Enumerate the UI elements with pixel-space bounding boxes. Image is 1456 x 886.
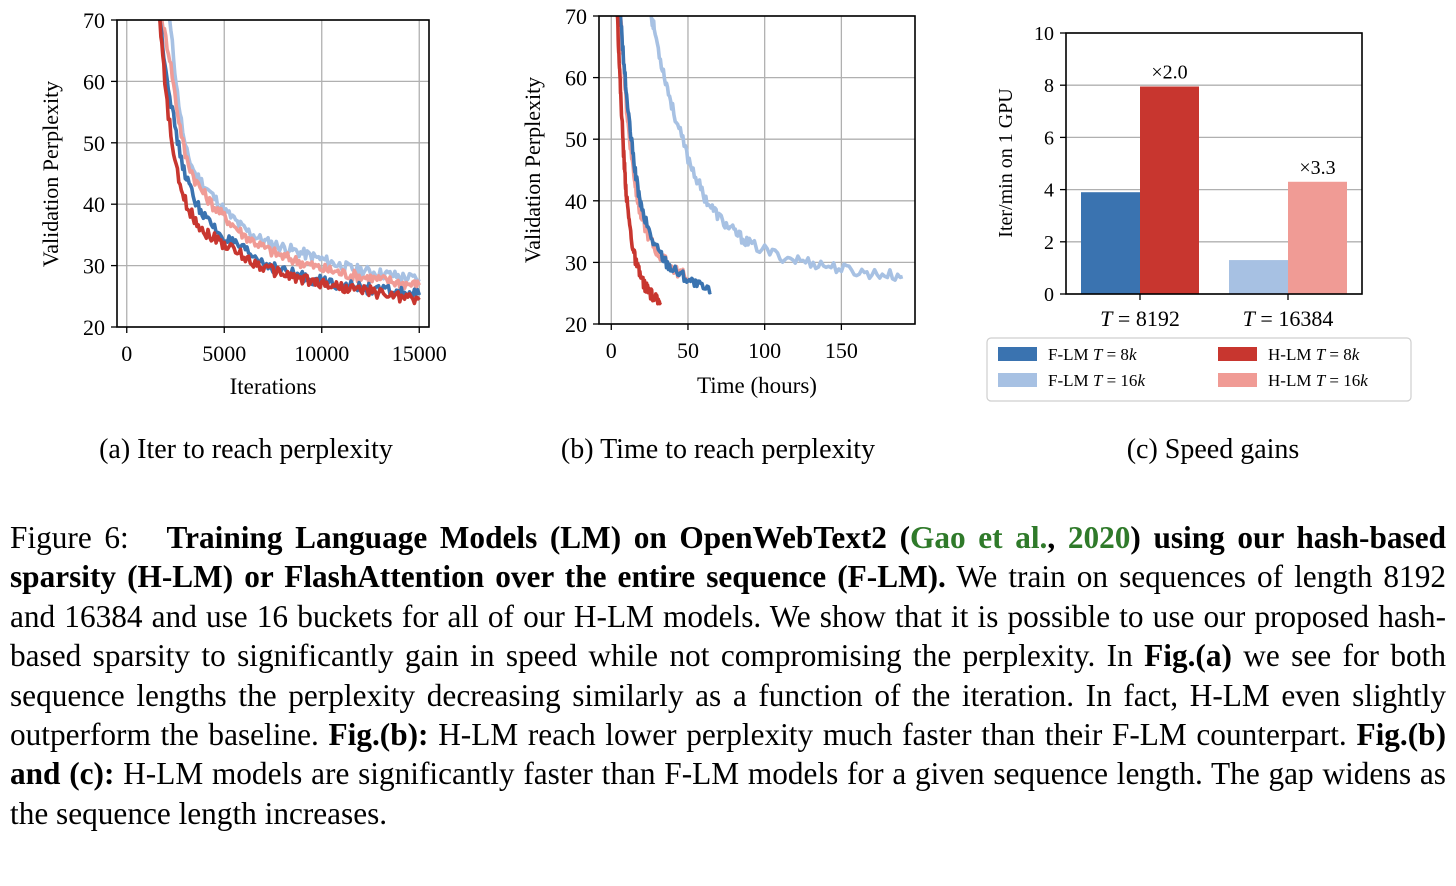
series-line-f_lm_8k <box>618 16 712 295</box>
x-tick-label: T = 8192 <box>1100 306 1180 331</box>
x-tick-label: 15000 <box>392 341 447 366</box>
caption-text-1: We train on sequences of length 8192 and… <box>10 559 1446 674</box>
panel-b-xlabel: Time (hours) <box>697 373 817 398</box>
citation-sep: , <box>1047 520 1068 555</box>
panel-a-frame <box>116 19 430 328</box>
citation-author-link[interactable]: Gao et al. <box>910 520 1048 555</box>
speedup-annotation: ×2.0 <box>1151 62 1187 84</box>
bar-h_lm-1 <box>1288 181 1347 294</box>
y-tick-label: 60 <box>83 69 105 94</box>
y-tick-label: 0 <box>1044 284 1054 306</box>
panel-a-xlabel: Iterations <box>230 374 317 399</box>
x-tick-label: 5000 <box>202 341 246 366</box>
x-tick-label: 0 <box>121 341 132 366</box>
panel-c-legend: F-LM T = 8k H-LM T = 8k F-LM T = 16k H-LM T… <box>986 337 1412 402</box>
y-tick-label: 4 <box>1044 180 1054 202</box>
series-line-h_lm_16k <box>160 20 421 292</box>
bar-f_lm-1 <box>1229 260 1288 294</box>
x-tick-label: 100 <box>748 338 781 363</box>
x-tick-label: T = 16384 <box>1243 306 1334 331</box>
panel-a-subcaption: (a) Iter to reach perplexity <box>99 434 393 465</box>
caption-bold-a: Training Language Models (LM) on OpenWeb… <box>166 520 910 555</box>
caption-text-3: H-LM reach lower perplexity much faster … <box>428 717 1357 753</box>
x-tick-label: 150 <box>825 338 858 363</box>
legend-swatch-h_lm_8k <box>1218 347 1257 361</box>
legend-swatch-h_lm_16k <box>1218 373 1257 387</box>
series-line-f_lm_16k <box>649 16 904 282</box>
panel-c: ×2.0 ×3.3 0 2 4 6 8 10 T = 8192 T = 16384 Iter/m… <box>986 23 1412 465</box>
panel-b-subcaption: (b) Time to reach perplexity <box>561 434 875 465</box>
citation-year-link[interactable]: 2020 <box>1067 520 1131 555</box>
panel-a-lines <box>158 20 422 306</box>
ref-fig-bc: Fig.(b) and (c): <box>10 717 1446 792</box>
y-tick-label: 70 <box>83 8 105 33</box>
panel-c-ylabel: Iter/min on 1 GPU <box>995 88 1017 238</box>
y-tick-label: 40 <box>83 192 105 217</box>
y-tick-label: 40 <box>565 189 587 214</box>
y-tick-label: 50 <box>83 131 105 156</box>
y-tick-label: 2 <box>1044 232 1054 254</box>
panel-c-subcaption: (c) Speed gains <box>1127 434 1300 465</box>
panel-b: 0 50 100 150 20 30 40 50 60 70 Time (hours) Valid… <box>520 4 916 465</box>
y-tick-label: 60 <box>565 66 587 91</box>
bar-f_lm-0 <box>1081 192 1140 294</box>
ref-fig-a: Fig.(a) <box>1144 638 1232 674</box>
caption-bold-b: ) using our hash-based sparsity (H-LM) o… <box>10 520 1446 595</box>
legend-swatch-f_lm_8k <box>998 347 1037 361</box>
legend-label-f_lm_16k: F-LM T = 16k <box>1048 371 1145 390</box>
panel-b-ticks: 0 50 100 150 20 30 40 50 60 70 <box>565 4 858 363</box>
panel-b-ylabel: Validation Perplexity <box>520 77 545 263</box>
panel-a: 0 5000 10000 15000 20 30 40 50 60 70 Iterations V… <box>38 8 447 465</box>
y-tick-label: 30 <box>565 250 587 275</box>
caption-text-4: H-LM models are significantly faster tha… <box>10 756 1446 831</box>
panel-b-frame <box>598 15 916 325</box>
y-tick-label: 20 <box>83 315 105 340</box>
y-tick-label: 50 <box>565 127 587 152</box>
y-tick-label: 20 <box>565 312 587 337</box>
caption-text-2: we see for both sequence lengths the per… <box>10 638 1447 753</box>
speedup-annotation: ×3.3 <box>1299 157 1335 179</box>
y-tick-label: 6 <box>1044 127 1054 149</box>
bar-h_lm-0 <box>1140 86 1199 294</box>
series-line-h_lm_8k <box>158 20 421 306</box>
panel-c-frame <box>1065 32 1363 295</box>
panel-c-ticks: 0 2 4 6 8 10 T = 8192 T = 16384 <box>1034 23 1333 331</box>
x-tick-label: 10000 <box>294 341 349 366</box>
legend-label-h_lm_8k: H-LM T = 8k <box>1268 345 1360 364</box>
series-line-h_lm_8k <box>615 16 663 306</box>
panel-a-ylabel: Validation Perplexity <box>38 81 63 267</box>
x-tick-label: 50 <box>677 338 699 363</box>
y-tick-label: 8 <box>1044 75 1054 97</box>
panel-c-bars: ×2.0 ×3.3 <box>1081 62 1347 294</box>
panel-b-lines <box>615 16 904 306</box>
legend-label-f_lm_8k: F-LM T = 8k <box>1048 345 1137 364</box>
ref-fig-b: Fig.(b): <box>328 717 429 753</box>
series-line-f_lm_16k <box>167 20 421 284</box>
y-tick-label: 30 <box>83 254 105 279</box>
panel-a-ticks: 0 5000 10000 15000 20 30 40 50 60 70 <box>83 8 447 366</box>
x-tick-label: 0 <box>606 338 617 363</box>
legend-label-h_lm_16k: H-LM T = 16k <box>1268 371 1368 390</box>
y-tick-label: 70 <box>565 4 587 29</box>
y-tick-label: 10 <box>1034 23 1054 45</box>
legend-swatch-f_lm_16k <box>998 373 1037 387</box>
caption-label: Figure 6: <box>10 520 129 555</box>
legend-box <box>986 337 1412 402</box>
figure-caption: Figure 6: Training Language Models (LM) … <box>10 518 1446 833</box>
